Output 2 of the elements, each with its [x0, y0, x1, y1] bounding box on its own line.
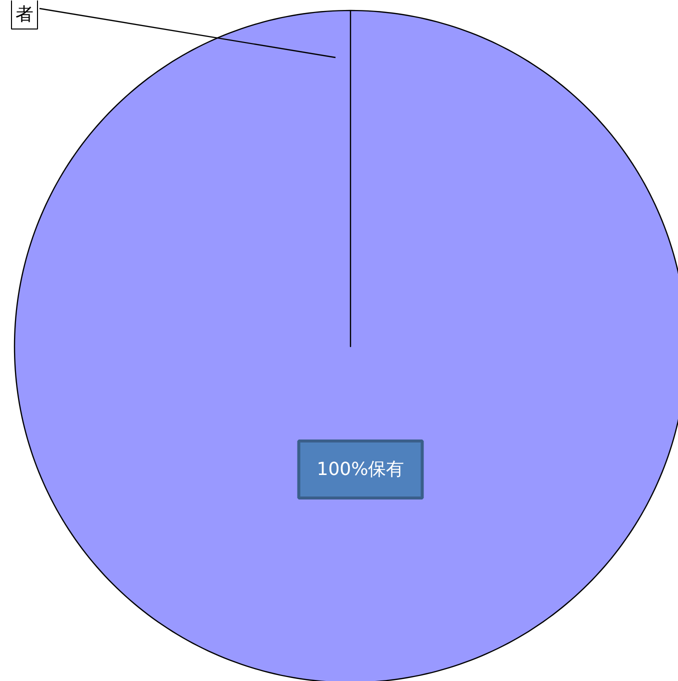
- slice-label: 者: [16, 4, 34, 25]
- text: 100%保有: [316, 459, 404, 480]
